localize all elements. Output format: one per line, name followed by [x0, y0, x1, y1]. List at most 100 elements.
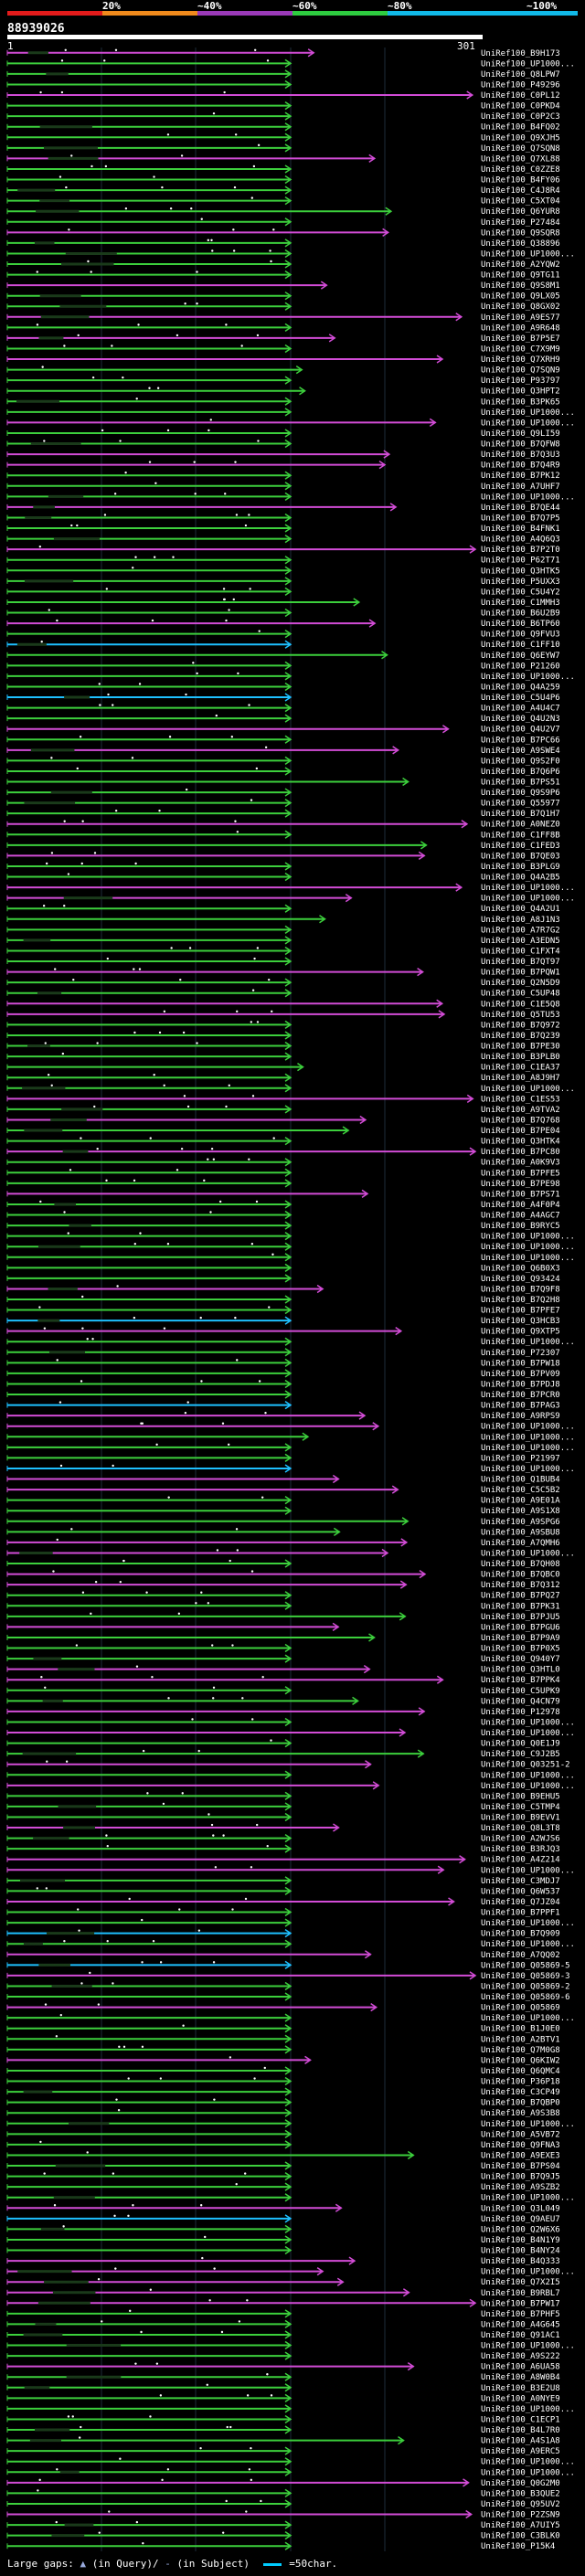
hit-label[interactable]: UniRef100_UP1000... — [481, 1940, 575, 1949]
hit-label[interactable]: UniRef100_UP1000... — [481, 419, 575, 428]
hit-label[interactable]: UniRef100_Q3L049 — [481, 2204, 560, 2213]
hit-label[interactable]: UniRef100_C0PL12 — [481, 91, 560, 101]
hit-label[interactable]: UniRef100_C5C5B2 — [481, 1486, 560, 1495]
hit-label[interactable]: UniRef100_C7X9M9 — [481, 345, 560, 354]
hit-label[interactable]: UniRef100_B9H173 — [481, 49, 560, 58]
hit-label[interactable]: UniRef100_A4G645 — [481, 2320, 560, 2329]
hit-label[interactable]: UniRef100_B3E2U8 — [481, 2384, 560, 2393]
hit-label[interactable]: UniRef100_B7Q3U3 — [481, 451, 560, 460]
hit-label[interactable]: UniRef100_UP1000... — [481, 59, 575, 69]
hit-label[interactable]: UniRef100_B7Q9F8 — [481, 1285, 560, 1294]
hit-label[interactable]: UniRef100_B7PPK4 — [481, 1676, 560, 1685]
hit-label[interactable]: UniRef100_Q38896 — [481, 239, 560, 249]
hit-label[interactable]: UniRef100_UP1000... — [481, 2194, 575, 2203]
hit-label[interactable]: UniRef100_C5U4P6 — [481, 694, 560, 703]
hit-label[interactable]: UniRef100_UP1000... — [481, 2342, 575, 2351]
hit-label[interactable]: UniRef100_B7PE30 — [481, 1043, 560, 1052]
hit-label[interactable]: UniRef100_Q3HTL0 — [481, 1666, 560, 1675]
hit-label[interactable]: UniRef100_UP1000... — [481, 2268, 575, 2277]
hit-label[interactable]: UniRef100_A9SZB2 — [481, 2183, 560, 2192]
hit-label[interactable]: UniRef100_B4Q333 — [481, 2257, 560, 2266]
hit-label[interactable]: UniRef100_Q8GX02 — [481, 302, 560, 312]
hit-label[interactable]: UniRef100_Q9S8M1 — [481, 281, 560, 291]
hit-label[interactable]: UniRef100_B7Q2H8 — [481, 1296, 560, 1305]
hit-label[interactable]: UniRef100_B7PPF1 — [481, 1909, 560, 1918]
hit-label[interactable]: UniRef100_B7QBP0 — [481, 2099, 560, 2108]
hit-label[interactable]: UniRef100_B9EVV1 — [481, 1813, 560, 1822]
hit-label[interactable]: UniRef100_A6UA58 — [481, 2363, 560, 2372]
hit-label[interactable]: UniRef100_Q91AC1 — [481, 2331, 560, 2340]
hit-label[interactable]: UniRef100_Q6KIW2 — [481, 2056, 560, 2065]
hit-label[interactable]: UniRef100_B4N1Y9 — [481, 2236, 560, 2245]
hit-label[interactable]: UniRef100_UP1000... — [481, 1465, 575, 1474]
hit-label[interactable]: UniRef100_UP1000... — [481, 249, 575, 259]
hit-label[interactable]: UniRef100_B6TP60 — [481, 620, 560, 629]
hit-label[interactable]: UniRef100_UP1000... — [481, 1866, 575, 1875]
hit-label[interactable]: UniRef100_C1FED3 — [481, 842, 560, 851]
hit-label[interactable]: UniRef100_B7PGU6 — [481, 1623, 560, 1632]
hit-label[interactable]: UniRef100_B7PK12 — [481, 472, 560, 481]
hit-label[interactable]: UniRef100_Q4CN79 — [481, 1697, 560, 1706]
hit-label[interactable]: UniRef100_Q3HTK5 — [481, 567, 560, 576]
hit-label[interactable]: UniRef100_Q9FVU3 — [481, 631, 560, 640]
hit-label[interactable]: UniRef100_B4NY24 — [481, 2247, 560, 2256]
hit-label[interactable]: UniRef100_UP1000... — [481, 1423, 575, 1432]
hit-label[interactable]: UniRef100_Q95UV2 — [481, 2500, 560, 2509]
hit-label[interactable]: UniRef100_UP1000... — [481, 1549, 575, 1558]
hit-label[interactable]: UniRef100_Q55977 — [481, 800, 560, 809]
hit-label[interactable]: UniRef100_B7PK31 — [481, 1602, 560, 1611]
hit-label[interactable]: UniRef100_UP1000... — [481, 408, 575, 418]
hit-label[interactable]: UniRef100_B3PLG9 — [481, 863, 560, 872]
hit-label[interactable]: UniRef100_C5XT04 — [481, 197, 560, 207]
hit-label[interactable]: UniRef100_Q5TU53 — [481, 1011, 560, 1020]
hit-label[interactable]: UniRef100_A9ES77 — [481, 313, 560, 323]
hit-label[interactable]: UniRef100_B7Q6P6 — [481, 768, 560, 777]
hit-label[interactable]: UniRef100_Q0E1J9 — [481, 1740, 560, 1749]
hit-label[interactable]: UniRef100_A4Q6Q3 — [481, 535, 560, 545]
hit-label[interactable]: UniRef100_C0PKD4 — [481, 102, 560, 111]
hit-label[interactable]: UniRef100_B3PK65 — [481, 398, 560, 407]
hit-label[interactable]: UniRef100_UP1000... — [481, 1433, 575, 1442]
hit-label[interactable]: UniRef100_B7Q9J5 — [481, 2173, 560, 2182]
hit-label[interactable]: UniRef100_B7P0X5 — [481, 1645, 560, 1654]
hit-label[interactable]: UniRef100_Q7XL88 — [481, 154, 560, 164]
hit-label[interactable]: UniRef100_B7Q909 — [481, 1930, 560, 1939]
hit-label[interactable]: UniRef100_B7QBC0 — [481, 1571, 560, 1580]
hit-label[interactable]: UniRef100_UP1000... — [481, 1233, 575, 1242]
hit-label[interactable]: UniRef100_A7QQ02 — [481, 1951, 560, 1960]
hit-label[interactable]: UniRef100_A9S1X8 — [481, 1507, 560, 1516]
hit-label[interactable]: UniRef100_B6U2B9 — [481, 610, 560, 619]
hit-label[interactable]: UniRef100_UP1000... — [481, 1782, 575, 1791]
hit-label[interactable]: UniRef100_Q9TG11 — [481, 271, 560, 281]
hit-label[interactable]: UniRef100_B7PW17 — [481, 2299, 560, 2308]
hit-label[interactable]: UniRef100_UP1000... — [481, 1254, 575, 1263]
hit-label[interactable]: UniRef100_A4AGC7 — [481, 1212, 560, 1221]
hit-label[interactable]: UniRef100_UP1000... — [481, 673, 575, 682]
hit-label[interactable]: UniRef100_C0P2C3 — [481, 112, 560, 122]
hit-label[interactable]: UniRef100_Q93424 — [481, 1275, 560, 1284]
hit-label[interactable]: UniRef100_A9ERC5 — [481, 2447, 560, 2456]
hit-label[interactable]: UniRef100_B7PW18 — [481, 1359, 560, 1368]
hit-label[interactable]: UniRef100_Q9S2F0 — [481, 757, 560, 766]
hit-label[interactable]: UniRef100_B7PHF5 — [481, 2310, 560, 2319]
hit-label[interactable]: UniRef100_B3RJQ3 — [481, 1845, 560, 1854]
hit-label[interactable]: UniRef100_Q8LPW7 — [481, 70, 560, 80]
hit-label[interactable]: UniRef100_A8J1N3 — [481, 916, 560, 925]
hit-label[interactable]: UniRef100_B7PJU5 — [481, 1613, 560, 1622]
hit-label[interactable]: UniRef100_C0ZZE8 — [481, 165, 560, 175]
hit-label[interactable]: UniRef100_P21997 — [481, 1454, 560, 1463]
hit-label[interactable]: UniRef100_P27484 — [481, 218, 560, 228]
hit-label[interactable]: UniRef100_UP1000... — [481, 1338, 575, 1347]
hit-label[interactable]: UniRef100_A8J9H7 — [481, 1074, 560, 1083]
hit-label[interactable]: UniRef100_C3CP49 — [481, 2088, 560, 2097]
hit-label[interactable]: UniRef100_C1ES53 — [481, 1095, 560, 1104]
hit-label[interactable]: UniRef100_B7PC66 — [481, 736, 560, 745]
hit-label[interactable]: UniRef100_UP1000... — [481, 2405, 575, 2414]
hit-label[interactable]: UniRef100_B9RBL7 — [481, 2289, 560, 2298]
hit-label[interactable]: UniRef100_B7PAG3 — [481, 1402, 560, 1411]
hit-label[interactable]: UniRef100_A0NYE9 — [481, 2394, 560, 2403]
hit-label[interactable]: UniRef100_Q9XTP5 — [481, 1328, 560, 1337]
hit-label[interactable]: UniRef100_C3BLK0 — [481, 2532, 560, 2541]
hit-label[interactable]: UniRef100_A7R7G2 — [481, 926, 560, 935]
hit-label[interactable]: UniRef100_Q7JZ04 — [481, 1898, 560, 1907]
